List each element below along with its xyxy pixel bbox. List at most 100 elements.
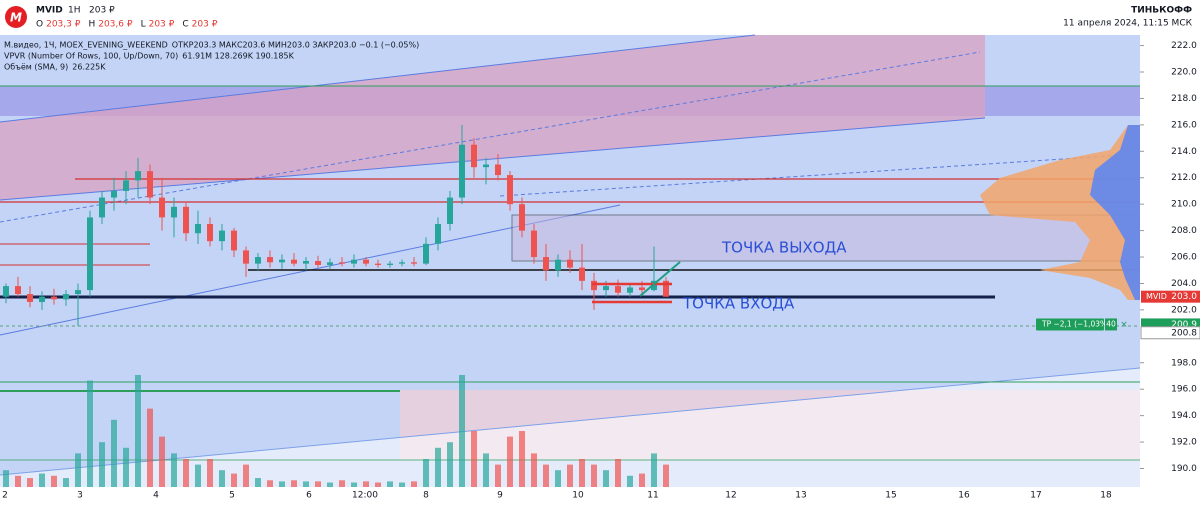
legend-text: Объём (SMA, 9): [4, 63, 68, 72]
candle-body: [555, 259, 561, 271]
logo: [5, 6, 27, 28]
qty-text[interactable]: 40: [1106, 319, 1116, 328]
ohlc-key: O: [36, 20, 43, 30]
candle-body: [495, 164, 501, 176]
close-order[interactable]: ×: [1120, 320, 1128, 330]
candle-body: [15, 286, 21, 295]
candle-body: [27, 294, 33, 302]
candle-body: [195, 223, 201, 234]
exit-annotation: ТОЧКА ВЫХОДА: [721, 239, 847, 257]
datetime: 11 апреля 2024, 11:15 МСК: [1063, 19, 1192, 29]
price-axis: [1140, 35, 1200, 504]
candle-body: [303, 261, 309, 264]
volume-bar: [483, 453, 489, 487]
candle-body: [279, 259, 285, 263]
candle-body: [147, 171, 153, 198]
candle-body: [339, 262, 345, 264]
price-tick-label: 218.0: [1171, 94, 1197, 104]
volume-bar: [603, 470, 609, 487]
time-tick-label: 8: [423, 491, 429, 501]
time-tick-label: 18: [1100, 491, 1112, 501]
time-tick-label: 12: [725, 491, 736, 501]
volume-bar: [75, 453, 81, 487]
volume-bar: [243, 464, 249, 487]
volume-bar: [99, 442, 105, 487]
candle-body: [639, 287, 645, 291]
legend-text: VPVR (Number Of Rows, 100, Up/Down, 70): [4, 52, 178, 61]
time-tick-label: 2: [2, 491, 8, 501]
candle-body: [507, 175, 513, 205]
candle-body: [423, 243, 429, 264]
volume-bar: [375, 482, 381, 487]
candle-body: [243, 250, 249, 264]
candle-body: [123, 180, 129, 191]
plot-background: [0, 34, 1200, 487]
candle-body: [231, 230, 237, 251]
candle-body: [399, 262, 405, 264]
candle-body: [603, 286, 609, 291]
candle-body: [651, 280, 657, 291]
ohlc-key: C: [182, 20, 188, 30]
other-price-bg: [1140, 326, 1200, 340]
volume-bar: [147, 408, 153, 487]
price-tick-label: 198.0: [1171, 358, 1197, 368]
candle-body: [483, 164, 489, 168]
volume-bar: [495, 464, 501, 487]
tp-order-text[interactable]: TP −2,1 (−1,03%): [1041, 319, 1110, 328]
legend-values: ОТКР203.3 МАКС203.6 МИН203.0 ЗАКР203.0 −…: [172, 41, 419, 50]
candles: [3, 124, 669, 326]
candle-body: [579, 267, 585, 281]
volume-bar: [507, 436, 513, 487]
volume-bar: [111, 419, 117, 487]
candle-body: [387, 263, 393, 265]
price-tick-label: 222.0: [1171, 41, 1197, 51]
price-tick-label: 210.0: [1171, 200, 1197, 210]
price-tick-label: 216.0: [1171, 120, 1197, 130]
volume-bar: [291, 480, 297, 487]
candle-body: [375, 263, 381, 265]
volume-bar: [435, 447, 441, 487]
tp-order-bg[interactable]: [1036, 318, 1104, 331]
price-tick-label: 204.0: [1171, 279, 1197, 289]
candle-body: [111, 190, 117, 198]
volume-bar: [531, 453, 537, 487]
volume-bar: [63, 478, 69, 487]
volume-bar: [51, 475, 57, 487]
candle-body: [543, 257, 549, 271]
candle-body: [327, 262, 333, 265]
time-tick-label: 6: [306, 491, 312, 501]
volume-bar: [255, 478, 261, 487]
price-ticks: 222.0 220.0 218.0 216.0 214.0 212.0 210.0 208.0…: [1140, 41, 1197, 474]
volume-bar: [651, 453, 657, 487]
volume-bar: [219, 470, 225, 487]
price-tick-label: 206.0: [1171, 253, 1197, 263]
volume-bar: [135, 375, 141, 487]
volume-bar: [567, 464, 573, 487]
time-tick-label: 4: [153, 491, 159, 501]
candle-body: [135, 171, 141, 181]
volume-bar: [447, 442, 453, 487]
qty-bg[interactable]: [1105, 318, 1117, 331]
header: [0, 0, 1200, 35]
candle-body: [663, 280, 669, 297]
candle-body: [39, 296, 45, 302]
candle-body: [183, 206, 189, 234]
last-price-label: 203.0: [1171, 292, 1197, 302]
volume-bar: [279, 481, 285, 487]
other-price-label: 200.8: [1171, 328, 1197, 338]
price-tick-label: 220.0: [1171, 68, 1197, 78]
symbol[interactable]: MVID: [36, 6, 63, 16]
candle-body: [51, 296, 57, 300]
price-tick-label: 202.0: [1171, 305, 1197, 315]
candle-body: [351, 259, 357, 264]
price-tick-label: 214.0: [1171, 147, 1197, 157]
volume-bar: [639, 473, 645, 487]
time-ticks: 2 3 4 5 6 12:00 8 9 10 11 12 13 15 16 17 18: [2, 491, 1112, 501]
candle-body: [219, 230, 225, 242]
candle-body: [435, 223, 441, 244]
candle-body: [315, 261, 321, 265]
symbol-tag: MVID: [1146, 292, 1167, 301]
interval[interactable]: 1H: [68, 6, 81, 16]
candle-body: [255, 257, 261, 264]
